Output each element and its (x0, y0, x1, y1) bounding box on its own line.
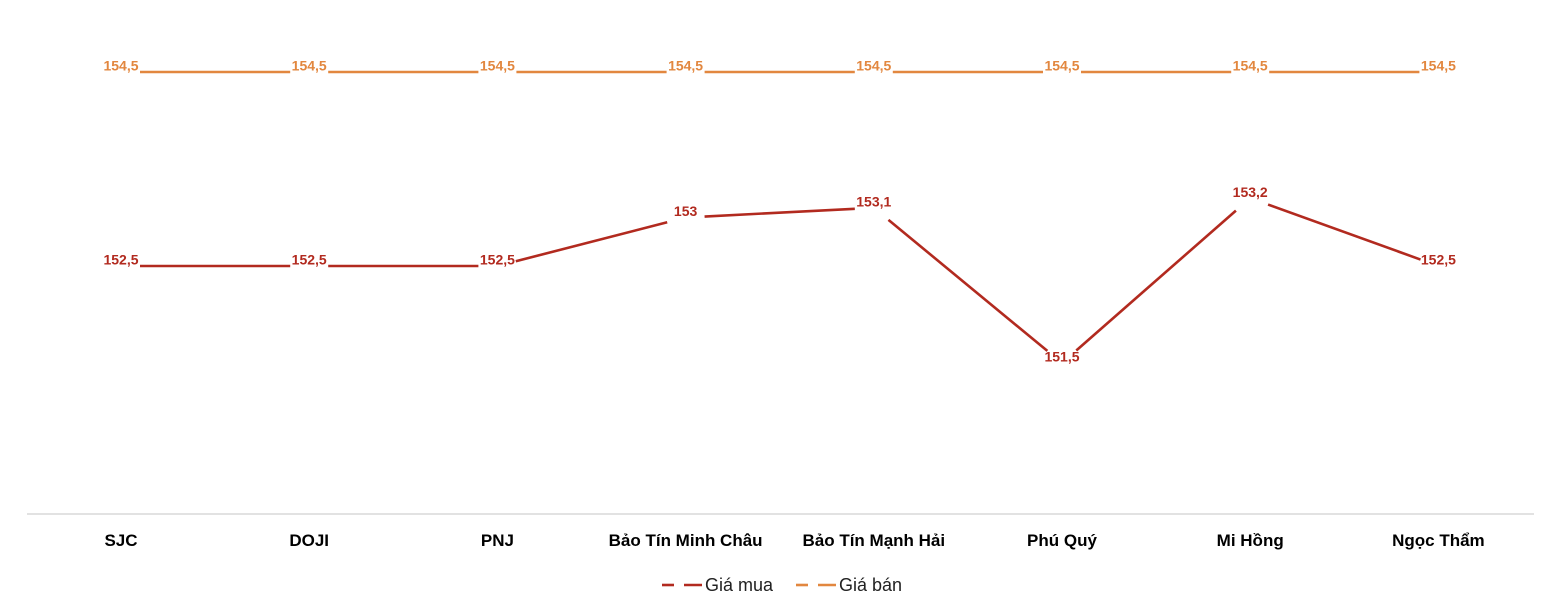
series-gia-mua-segment (704, 207, 855, 218)
data-label-layer: 152,5 152,5 152,5 153 153,1 151,5 153,2 152,5 15… (103, 58, 1456, 365)
data-label-gia-ban: 154,5 (1421, 58, 1456, 74)
data-label-gia-mua: 152,5 (292, 252, 327, 268)
x-tick-label: Bảo Tín Mạnh Hải (802, 531, 945, 550)
x-tick-label: DOJI (289, 531, 329, 550)
x-tick-label: SJC (104, 531, 137, 550)
x-tick-label: Phú Quý (1027, 531, 1097, 550)
data-label-gia-ban: 154,5 (292, 58, 327, 74)
data-label-gia-mua: 152,5 (1421, 252, 1456, 268)
data-label-gia-mua: 153 (674, 203, 698, 219)
series-layer (140, 70, 1421, 352)
data-label-gia-mua: 153,2 (1233, 184, 1268, 200)
data-label-gia-mua: 152,5 (103, 252, 138, 268)
data-label-gia-ban: 154,5 (103, 58, 138, 74)
x-tick-layer: SJC DOJI PNJ Bảo Tín Minh Châu Bảo Tín Mạnh … (104, 531, 1484, 550)
series-gia-mua-segment (1075, 209, 1237, 352)
data-label-gia-mua: 152,5 (480, 252, 515, 268)
legend-label-gia-mua: Giá mua (705, 575, 774, 595)
data-label-gia-ban: 154,5 (480, 58, 515, 74)
series-gia-mua-segment (887, 218, 1049, 352)
legend-label-gia-ban: Giá bán (839, 575, 902, 595)
x-tick-label: Mi Hồng (1217, 531, 1284, 550)
data-label-gia-mua: 151,5 (1044, 349, 1079, 365)
legend: Giá mua Giá bán (662, 575, 902, 595)
data-label-gia-ban: 154,5 (1233, 58, 1268, 74)
x-tick-label: Bảo Tín Minh Châu (609, 531, 763, 550)
series-gia-mua-segment (1267, 203, 1421, 261)
x-tick-label: Ngọc Thẩm (1392, 531, 1485, 550)
x-tick-label: PNJ (481, 531, 514, 550)
data-label-gia-ban: 154,5 (1044, 58, 1079, 74)
data-label-gia-ban: 154,5 (668, 58, 703, 74)
data-label-gia-ban: 154,5 (856, 58, 891, 74)
series-gia-mua-segment (515, 220, 668, 263)
data-label-gia-mua: 153,1 (856, 194, 891, 210)
